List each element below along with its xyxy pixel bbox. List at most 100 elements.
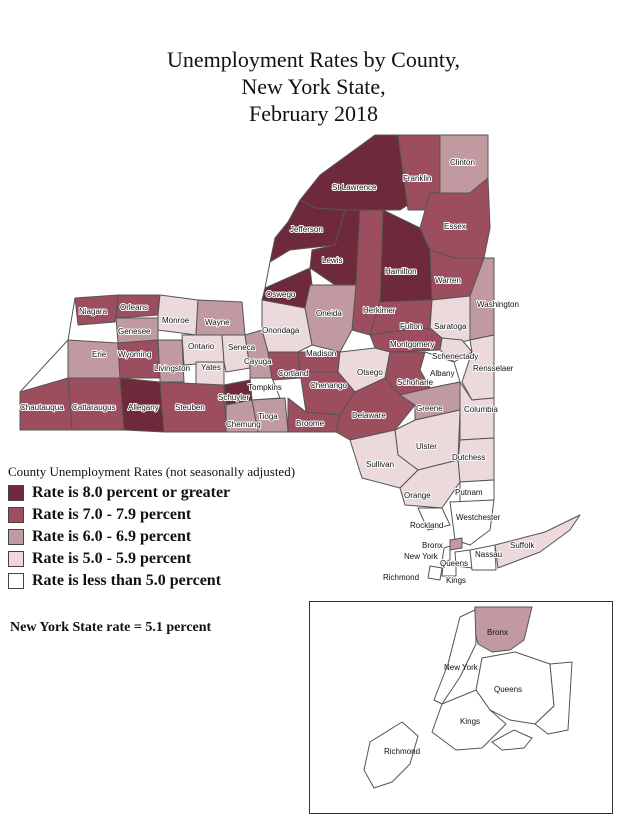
inset-label: Queens xyxy=(494,685,522,694)
county-label: Saratoga xyxy=(434,322,467,331)
county-livingston xyxy=(157,339,185,383)
legend-label: Rate is 7.0 - 7.9 percent xyxy=(32,506,192,523)
county-label: Onondaga xyxy=(262,326,300,335)
county-label: Albany xyxy=(430,369,454,378)
county-label: Delaware xyxy=(352,411,386,420)
legend-label: Rate is 5.0 - 5.9 percent xyxy=(32,550,192,567)
county-label: Cayuga xyxy=(244,357,272,366)
county-label: Tompkins xyxy=(248,383,282,392)
county-label: Orange xyxy=(404,491,431,500)
county-kings xyxy=(441,563,457,577)
county-westchester xyxy=(449,499,495,546)
county-label: Niagara xyxy=(79,307,108,316)
inset-nassau-edge xyxy=(534,661,573,735)
county-label: Wyoming xyxy=(118,350,151,359)
county-label: Clinton xyxy=(450,158,475,167)
legend-item: Rate is less than 5.0 percent xyxy=(8,570,230,592)
county-label: Monroe xyxy=(162,316,190,325)
inset-label: New York xyxy=(444,663,479,672)
county-label: New York xyxy=(404,552,439,561)
county-label: Queens xyxy=(440,559,468,568)
legend-label: Rate is 6.0 - 6.9 percent xyxy=(32,528,192,545)
legend-swatch xyxy=(8,507,24,523)
inset-label: Kings xyxy=(460,717,480,726)
legend-title: County Unemployment Rates (not seasonall… xyxy=(8,464,296,479)
county-rockland xyxy=(417,507,451,531)
county-label: Sullivan xyxy=(366,460,394,469)
county-label: Herkimer xyxy=(363,306,396,315)
county-label: Madison xyxy=(306,349,336,358)
county-label: Allegany xyxy=(128,403,159,412)
county-label: Nassau xyxy=(475,550,502,559)
county-monroe xyxy=(157,294,199,336)
map-title-line-1: Unemployment Rates by County, xyxy=(166,47,461,72)
county-label: Columbia xyxy=(464,405,498,414)
legend-swatch xyxy=(8,573,24,589)
state-rate: New York State rate = 5.1 percent xyxy=(10,620,212,635)
county-nassau xyxy=(469,544,497,571)
county-label: Schoharie xyxy=(397,378,434,387)
legend-item: Rate is 8.0 percent or greater xyxy=(8,482,230,504)
map-title-line-2: New York State, xyxy=(241,74,386,99)
county-label: Schuyler xyxy=(218,393,249,402)
county-label: Genesee xyxy=(118,327,151,336)
county-label: Dutchess xyxy=(452,453,485,462)
legend-swatch xyxy=(8,551,24,567)
inset-kings xyxy=(431,689,507,751)
county-label: Ulster xyxy=(416,442,437,451)
county-label: Otsego xyxy=(357,368,383,377)
county-label: Livingston xyxy=(154,364,190,373)
county-label: Lewis xyxy=(322,256,342,265)
inset-label: Richmond xyxy=(384,747,420,756)
county-label: Warren xyxy=(435,276,461,285)
county-label: Seneca xyxy=(228,343,256,352)
county-label: Steuben xyxy=(175,403,205,412)
county-label: Suffolk xyxy=(510,541,535,550)
county-label: Greene xyxy=(416,404,443,413)
county-niagara xyxy=(74,294,119,326)
county-label: Cortland xyxy=(278,369,308,378)
county-st-lawrence xyxy=(299,134,409,211)
county-label: Kings xyxy=(446,576,466,585)
county-label: Oswego xyxy=(266,290,296,299)
county-label: Washington xyxy=(477,300,519,309)
county-suffolk xyxy=(494,514,581,569)
legend-label: Rate is less than 5.0 percent xyxy=(32,572,222,589)
county-richmond xyxy=(427,565,443,581)
county-label: Chautauqua xyxy=(20,403,64,412)
lake-shoreline xyxy=(19,261,271,393)
county-label: Yates xyxy=(201,363,221,372)
inset-richmond xyxy=(363,721,419,789)
county-label: Chenango xyxy=(310,381,347,390)
legend-swatch xyxy=(8,529,24,545)
county-oneida xyxy=(304,284,357,353)
nyc-inset-svg: Bronx New York Queens Kings Richmond xyxy=(363,606,573,789)
county-label: Rensselaer xyxy=(473,364,514,373)
county-label: Bronx xyxy=(422,541,443,550)
county-label: Essex xyxy=(444,222,466,231)
county-label: Orleans xyxy=(120,303,148,312)
county-label: Rockland xyxy=(410,521,443,530)
county-bronx xyxy=(449,537,463,551)
county-label: Jefferson xyxy=(290,225,323,234)
county-label: Westchester xyxy=(456,513,501,522)
county-new-york xyxy=(441,545,451,563)
county-label: Wayne xyxy=(205,318,230,327)
legend-swatch xyxy=(8,485,24,501)
county-label: Franklin xyxy=(403,174,431,183)
county-erie xyxy=(67,339,121,383)
inset-new-york xyxy=(433,609,477,705)
legend-item: Rate is 7.0 - 7.9 percent xyxy=(8,504,230,526)
legend-label: Rate is 8.0 percent or greater xyxy=(32,484,231,501)
county-jefferson xyxy=(269,199,346,263)
legend-item: Rate is 6.0 - 6.9 percent xyxy=(8,526,230,548)
county-label: Oneida xyxy=(316,309,342,318)
county-label: Erie xyxy=(92,350,107,359)
inset-jamaica-bay xyxy=(491,729,533,751)
county-schenectady xyxy=(439,337,473,363)
county-label: Tioga xyxy=(258,412,278,421)
legend: Rate is 8.0 percent or greater Rate is 7… xyxy=(8,482,230,592)
county-label: Putnam xyxy=(455,488,483,497)
map-title-line-3: February 2018 xyxy=(249,101,378,126)
